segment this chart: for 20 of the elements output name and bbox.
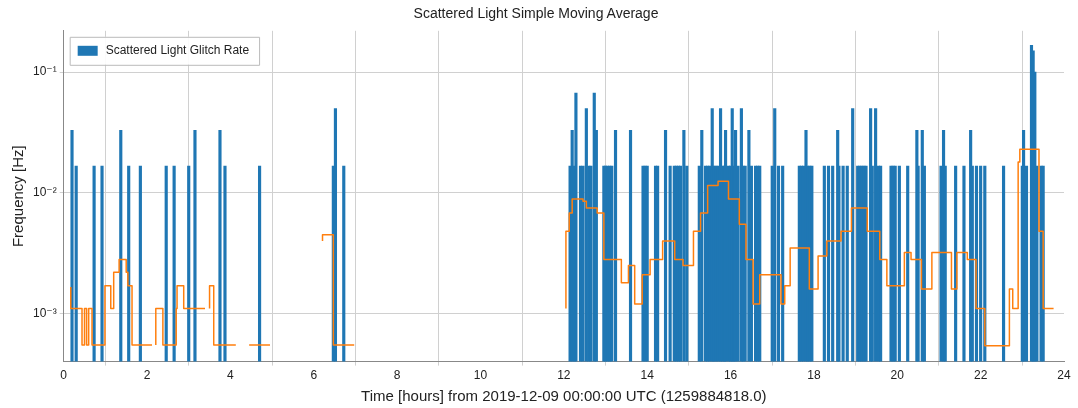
y-axis-title: Frequency [Hz] — [9, 145, 27, 248]
y-tick-label: 10⁻¹ — [32, 64, 57, 79]
x-tick-label: 8 — [393, 368, 401, 383]
x-tick-label: 18 — [807, 368, 821, 383]
x-tick-label: 2 — [143, 368, 151, 383]
x-tick-label: 16 — [723, 368, 738, 383]
chart-title: Scattered Light Simple Moving Average — [413, 5, 659, 22]
y-tick-label: 10⁻³ — [32, 305, 57, 320]
x-tick-label: 22 — [973, 368, 988, 383]
x-tick-label: 12 — [557, 368, 571, 383]
x-tick-label: 6 — [310, 368, 318, 383]
x-axis-title: Time [hours] from 2019-12-09 00:00:00 UTC (1259884818.0) — [361, 387, 767, 405]
x-tick-label: 4 — [227, 368, 235, 383]
x-tick-label: 10 — [473, 368, 488, 383]
x-tick-label: 24 — [1057, 368, 1071, 383]
x-tick-label: 0 — [60, 368, 68, 383]
legend-label: Scattered Light Glitch Rate — [105, 43, 250, 58]
x-tick-label: 14 — [640, 368, 655, 383]
y-tick-label: 10⁻² — [32, 185, 57, 200]
x-tick-label: 20 — [890, 368, 905, 383]
